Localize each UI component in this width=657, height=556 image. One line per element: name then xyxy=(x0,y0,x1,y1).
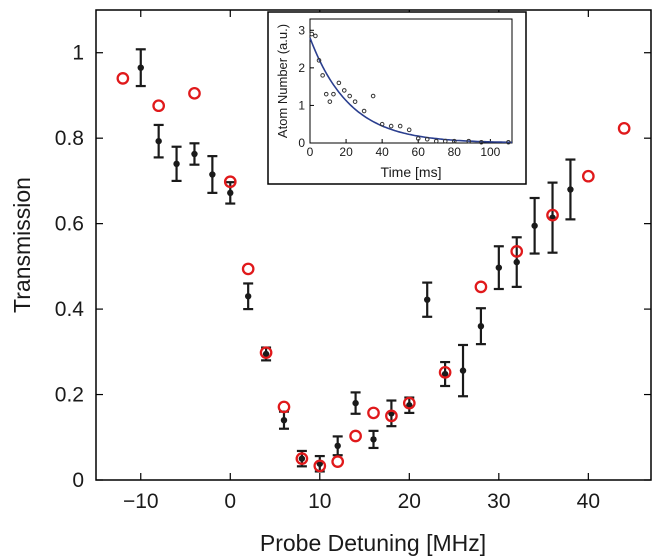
errorbar-point xyxy=(243,282,254,311)
x-tick-label: 20 xyxy=(398,490,421,513)
inset-data-point xyxy=(313,33,318,39)
errorbar-point xyxy=(493,245,504,291)
inset-data-point xyxy=(424,136,430,142)
inset-data-point xyxy=(336,80,342,86)
theory-point xyxy=(474,280,488,294)
inset-x-tick-label: 80 xyxy=(448,145,462,159)
errorbar-point xyxy=(350,391,361,415)
inset-data-point xyxy=(361,108,367,114)
theory-point xyxy=(188,86,201,100)
inset-x-axis-label: Time [ms] xyxy=(381,164,442,180)
inset-data-point xyxy=(433,138,439,144)
errorbar-point xyxy=(440,360,451,388)
inset-data-point xyxy=(347,93,352,99)
inset-x-tick-label: 0 xyxy=(307,145,314,159)
y-tick-label: 0.6 xyxy=(55,213,84,236)
theory-point xyxy=(295,452,309,465)
theory-point xyxy=(241,262,255,276)
theory-point xyxy=(581,169,595,183)
y-tick-label: 0 xyxy=(72,469,84,492)
inset-data-point xyxy=(479,139,484,145)
errorbar-point xyxy=(207,155,218,194)
inset-data-point xyxy=(379,121,385,127)
x-tick-label: 0 xyxy=(224,490,236,513)
errorbar-point xyxy=(225,181,236,205)
inset-series xyxy=(309,31,513,145)
inset-y-tick-label: 2 xyxy=(298,61,305,75)
errorbar-point xyxy=(565,158,576,221)
theory-point xyxy=(331,455,345,468)
y-tick-label: 0.2 xyxy=(55,384,84,407)
errorbar-point xyxy=(135,48,146,88)
y-tick-label: 0.8 xyxy=(55,127,84,150)
theory-point xyxy=(546,208,559,222)
errorbar-point xyxy=(368,429,379,450)
errorbar-point xyxy=(171,145,182,183)
inset-data-point xyxy=(388,123,394,129)
main-y-axis-label: Transmission xyxy=(9,177,35,313)
inset-data-point xyxy=(406,127,412,133)
inset-data-point xyxy=(397,123,403,129)
x-tick-label: 40 xyxy=(577,490,600,513)
x-tick-label: 30 xyxy=(487,490,510,513)
inset-chart: 0 20 40 60 80 100 0 1 2 3 Time [ms] Atom Number (… xyxy=(267,11,527,185)
inset-data-point xyxy=(341,88,347,93)
theory-point xyxy=(152,99,166,113)
inset-y-tick-label: 0 xyxy=(298,136,305,150)
x-tick-label: 10 xyxy=(308,490,331,513)
errorbar-point xyxy=(422,281,433,318)
inset-data-point xyxy=(309,31,315,37)
inset-data-point xyxy=(506,139,511,145)
inset-axes: 0 20 40 60 80 100 0 1 2 3 xyxy=(298,23,500,159)
errorbar-point xyxy=(153,123,164,159)
theory-point xyxy=(617,122,631,135)
inset-data-point xyxy=(370,93,376,99)
inset-y-tick-label: 1 xyxy=(298,98,305,112)
theory-point xyxy=(116,72,130,85)
theory-point xyxy=(367,406,380,420)
inset-data-point xyxy=(352,99,358,104)
inset-data-point xyxy=(442,138,448,144)
errorbar-point xyxy=(458,343,469,398)
inset-data-point xyxy=(320,73,325,78)
inset-fit-curve xyxy=(309,37,513,144)
x-tick-label: −10 xyxy=(123,490,159,513)
inset-data-point xyxy=(451,138,457,144)
inset-x-tick-label: 60 xyxy=(412,145,426,159)
y-tick-label: 1 xyxy=(72,42,84,65)
theory-point xyxy=(438,365,452,379)
errorbar-point xyxy=(529,196,540,255)
errorbar-point xyxy=(189,142,200,166)
errorbar-point xyxy=(511,236,522,288)
errorbar-point xyxy=(278,410,289,430)
y-tick-label: 0.4 xyxy=(55,298,85,321)
inset-data-point xyxy=(415,136,421,141)
theory-point xyxy=(277,400,291,414)
theory-point xyxy=(223,175,237,189)
inset-data-point xyxy=(316,58,322,63)
inset-y-tick-label: 3 xyxy=(298,23,305,37)
inset-data-point xyxy=(331,91,336,97)
inset-data-point xyxy=(327,99,333,104)
theory-point xyxy=(313,459,327,473)
inset-x-tick-label: 100 xyxy=(480,145,500,159)
theory-point xyxy=(402,396,416,410)
inset-plot-frame xyxy=(309,18,513,144)
inset-y-axis-label: Atom Number (a.u.) xyxy=(275,24,290,138)
main-x-axis-label: Probe Detuning [MHz] xyxy=(260,530,486,556)
inset-data-point xyxy=(466,138,472,144)
theory-point xyxy=(349,429,362,443)
inset-x-tick-label: 20 xyxy=(339,145,353,159)
inset-data-point xyxy=(323,91,329,97)
theory-point xyxy=(259,346,273,360)
errorbar-point xyxy=(332,435,343,457)
main-plot-frame xyxy=(95,9,652,481)
inset-x-tick-label: 40 xyxy=(375,145,389,159)
theory-point xyxy=(510,245,524,258)
theory-point xyxy=(385,409,398,423)
errorbar-point xyxy=(475,307,486,346)
main-series xyxy=(116,48,631,473)
